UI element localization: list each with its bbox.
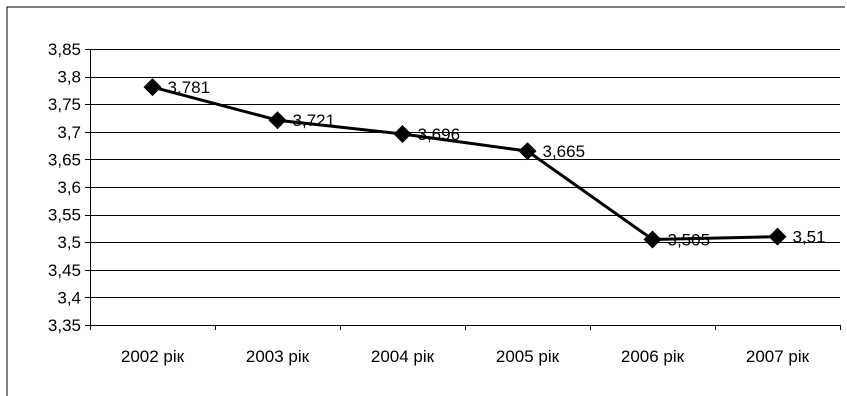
y-tick-label-6: 3,65: [48, 150, 81, 169]
chart-frame: [6, 6, 845, 396]
data-point-5: [768, 227, 787, 246]
data-label-5: 3,51: [793, 228, 826, 247]
data-point-4: [643, 230, 662, 249]
y-tick-label-3: 3,5: [57, 233, 81, 252]
y-tick-label-7: 3,7: [57, 123, 81, 142]
series-line: [152, 85, 778, 241]
x-category-label-5: 2007 рік: [746, 347, 810, 366]
x-category-label-2: 2004 рік: [371, 347, 435, 366]
x-category-label-1: 2003 рік: [246, 347, 310, 366]
x-category-label-0: 2002 рік: [121, 347, 185, 366]
data-label-3: 3,665: [543, 142, 586, 161]
data-point-0: [143, 78, 162, 97]
data-label-2: 3,696: [418, 125, 461, 144]
y-tick-label-2: 3,45: [48, 261, 81, 280]
data-point-3: [518, 142, 537, 161]
y-tick-label-9: 3,8: [57, 68, 81, 87]
x-category-label-3: 2005 рік: [496, 347, 560, 366]
y-tick-label-4: 3,55: [48, 206, 81, 225]
data-label-1: 3,721: [293, 111, 336, 130]
y-tick-label-0: 3,35: [48, 316, 81, 335]
y-tick-label-1: 3,4: [57, 288, 81, 307]
data-label-4: 3,505: [668, 230, 711, 249]
y-tick-label-5: 3,6: [57, 178, 81, 197]
data-point-2: [393, 125, 412, 144]
data-label-0: 3,781: [168, 78, 211, 97]
x-category-label-4: 2006 рік: [621, 347, 685, 366]
y-tick-label-10: 3,85: [48, 40, 81, 59]
data-point-1: [268, 111, 287, 130]
y-tick-label-8: 3,75: [48, 95, 81, 114]
